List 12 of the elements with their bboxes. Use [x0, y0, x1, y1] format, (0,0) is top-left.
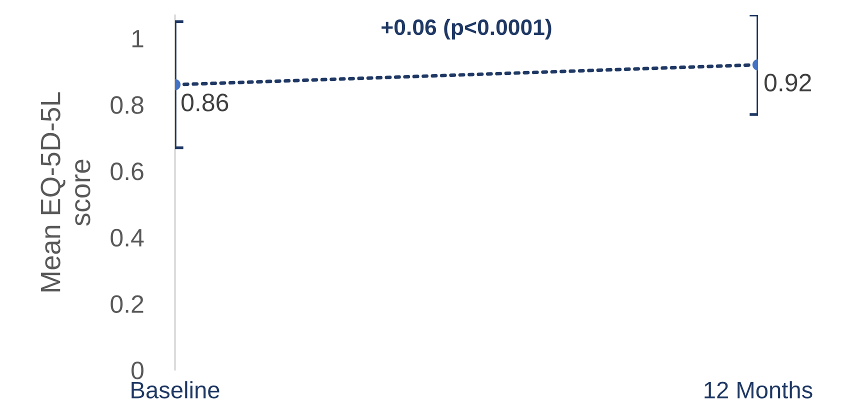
x-tick-label: 12 Months	[704, 381, 812, 398]
y-tick-label: 0.2	[110, 295, 144, 313]
y-axis-title: Mean EQ-5D-5L score	[40, 92, 90, 292]
data-label: 0.86	[182, 94, 228, 112]
y-tick-label: 0	[132, 362, 144, 380]
x-tick-label: Baseline	[132, 381, 220, 398]
y-tick-label: 0.8	[110, 96, 144, 114]
y-tick-label: 1	[132, 30, 144, 48]
y-tick-label: 0.4	[110, 228, 144, 247]
annotation: +0.06 (p<0.0001)	[382, 18, 552, 40]
y-tick-label: 0.6	[110, 162, 144, 180]
data-label: 0.92	[764, 74, 811, 92]
